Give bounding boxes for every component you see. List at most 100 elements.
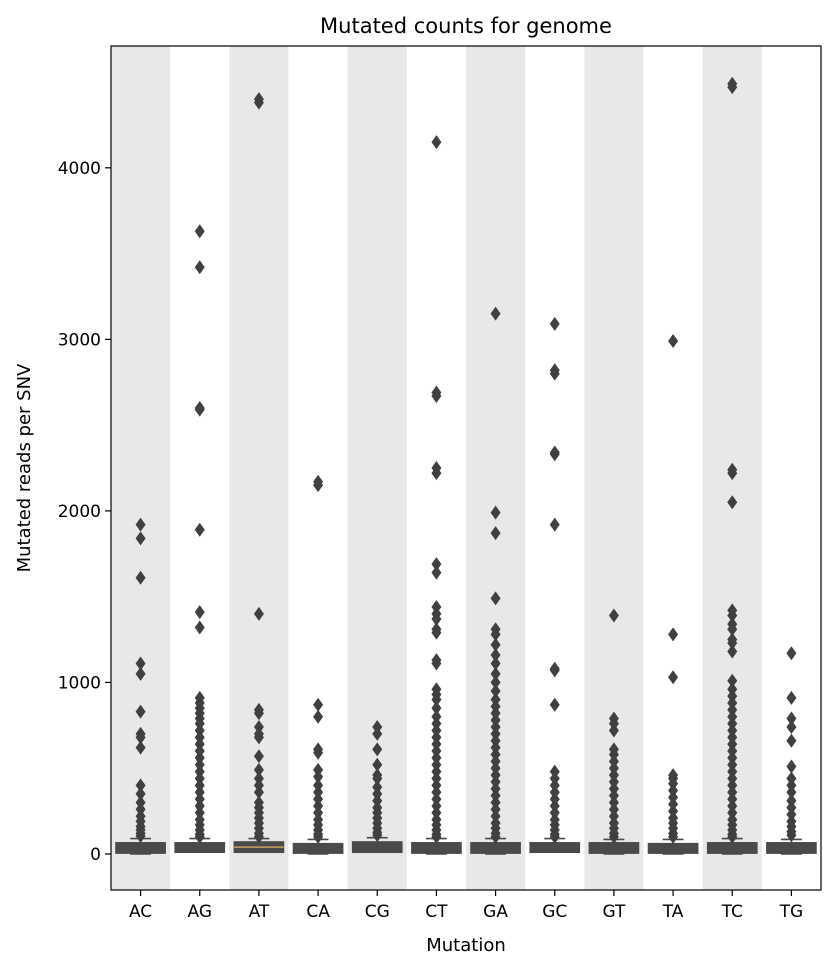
outlier-gc-0 (549, 316, 560, 331)
outlier-ac-3 (135, 656, 146, 671)
box-ga (470, 842, 521, 854)
x-tick-label-tg: TG (779, 902, 804, 922)
x-tick-label-ac: AC (129, 902, 152, 922)
y-tick-label-4000: 4000 (58, 159, 101, 179)
x-tick-label-ca: CA (306, 902, 330, 922)
outlier-ct-0 (431, 135, 442, 150)
outlier-tg-4 (786, 733, 797, 748)
outlier-ct-9 (431, 611, 442, 626)
box-group-ag (174, 224, 226, 854)
outlier-tc-12 (727, 673, 738, 688)
outlier-ca-5 (313, 745, 324, 760)
outlier-ct-11 (431, 625, 442, 640)
outlier-cg-3 (372, 757, 383, 772)
outlier-ac-10 (135, 786, 146, 801)
outlier-tg-5 (786, 759, 797, 774)
outlier-ga-5 (490, 627, 501, 642)
outlier-at-8 (253, 749, 264, 764)
outlier-gt-18 (608, 829, 619, 844)
outlier-ct-16 (431, 692, 442, 707)
outlier-tg-8 (786, 785, 797, 800)
outlier-tc-4 (727, 495, 738, 510)
box-group-ta (647, 334, 699, 855)
outlier-at-1 (253, 95, 264, 110)
outlier-ac-5 (135, 704, 146, 719)
outlier-ac-0 (135, 517, 146, 532)
outlier-ct-2 (431, 388, 442, 403)
outlier-cg-2 (372, 742, 383, 757)
outlier-gt-3 (608, 723, 619, 738)
outlier-ga-0 (490, 306, 501, 321)
outlier-ga-10 (490, 675, 501, 690)
outlier-ta-2 (668, 670, 679, 685)
outlier-ca-3 (313, 709, 324, 724)
outlier-gc-20 (549, 829, 560, 844)
outlier-tg-1 (786, 690, 797, 705)
outlier-tc-8 (727, 622, 738, 637)
outlier-ac-7 (135, 730, 146, 745)
outlier-gc-5 (549, 517, 560, 532)
x-tick-label-gt: GT (602, 902, 626, 922)
outlier-at-2 (253, 606, 264, 621)
box-series (115, 76, 817, 855)
outlier-ga-3 (490, 591, 501, 606)
outlier-ga-8 (490, 656, 501, 671)
box-group-gc (529, 316, 581, 854)
y-tick-label-1000: 1000 (58, 673, 101, 693)
x-tick-label-ga: GA (483, 902, 508, 922)
outlier-ct-5 (431, 557, 442, 572)
outlier-ga-33 (490, 829, 501, 844)
outlier-tg-15 (786, 828, 797, 843)
outlier-ga-2 (490, 526, 501, 541)
outlier-at-20 (253, 829, 264, 844)
y-tick-label-3000: 3000 (58, 330, 101, 350)
outlier-gc-8 (549, 697, 560, 712)
x-tick-label-ta: TA (662, 902, 684, 922)
outlier-ct-13 (431, 656, 442, 671)
box-group-ct (411, 135, 462, 855)
outlier-ag-3 (194, 402, 205, 417)
band-ac (111, 46, 171, 890)
outlier-ca-2 (313, 697, 324, 712)
box-group-cg (351, 720, 403, 854)
outlier-tg-2 (786, 711, 797, 726)
outlier-tc-10 (727, 635, 738, 650)
outlier-cg-1 (372, 726, 383, 741)
chart-title: Mutated counts for genome (320, 14, 612, 38)
outlier-ac-18 (135, 828, 146, 843)
outlier-ct-17 (431, 701, 442, 716)
outlier-ga-9 (490, 666, 501, 681)
outlier-ct-4 (431, 466, 442, 481)
outlier-ta-1 (668, 627, 679, 642)
outlier-ag-1 (194, 260, 205, 275)
outlier-ta-14 (668, 829, 679, 844)
outlier-ag-30 (194, 829, 205, 844)
outlier-ag-4 (194, 522, 205, 537)
outlier-ca-17 (313, 829, 324, 844)
box-tc (706, 842, 758, 854)
outlier-tc-36 (727, 829, 738, 844)
outlier-ga-6 (490, 637, 501, 652)
outlier-ag-0 (194, 224, 205, 239)
x-tick-label-at: AT (249, 902, 270, 922)
box-group-tc (706, 76, 758, 855)
x-tick-label-gc: GC (542, 902, 567, 922)
outlier-gc-2 (549, 366, 560, 381)
x-tick-label-tc: TC (721, 902, 743, 922)
outlier-at-12 (253, 785, 264, 800)
x-axis: AC AG AT CA CG CT GA GC GT TA TC TG (129, 890, 803, 922)
outlier-ac-9 (135, 778, 146, 793)
x-tick-label-ag: AG (187, 902, 212, 922)
outlier-tc-6 (727, 608, 738, 623)
outlier-ga-7 (490, 647, 501, 662)
outlier-at-4 (253, 706, 264, 721)
outlier-ac-1 (135, 531, 146, 546)
outlier-cg-5 (372, 771, 383, 786)
box-group-gt (588, 608, 640, 855)
x-tick-label-cg: CG (365, 902, 390, 922)
outlier-gt-0 (608, 608, 619, 623)
outlier-tg-0 (786, 646, 797, 661)
outlier-tc-3 (727, 466, 738, 481)
outlier-ac-2 (135, 570, 146, 585)
